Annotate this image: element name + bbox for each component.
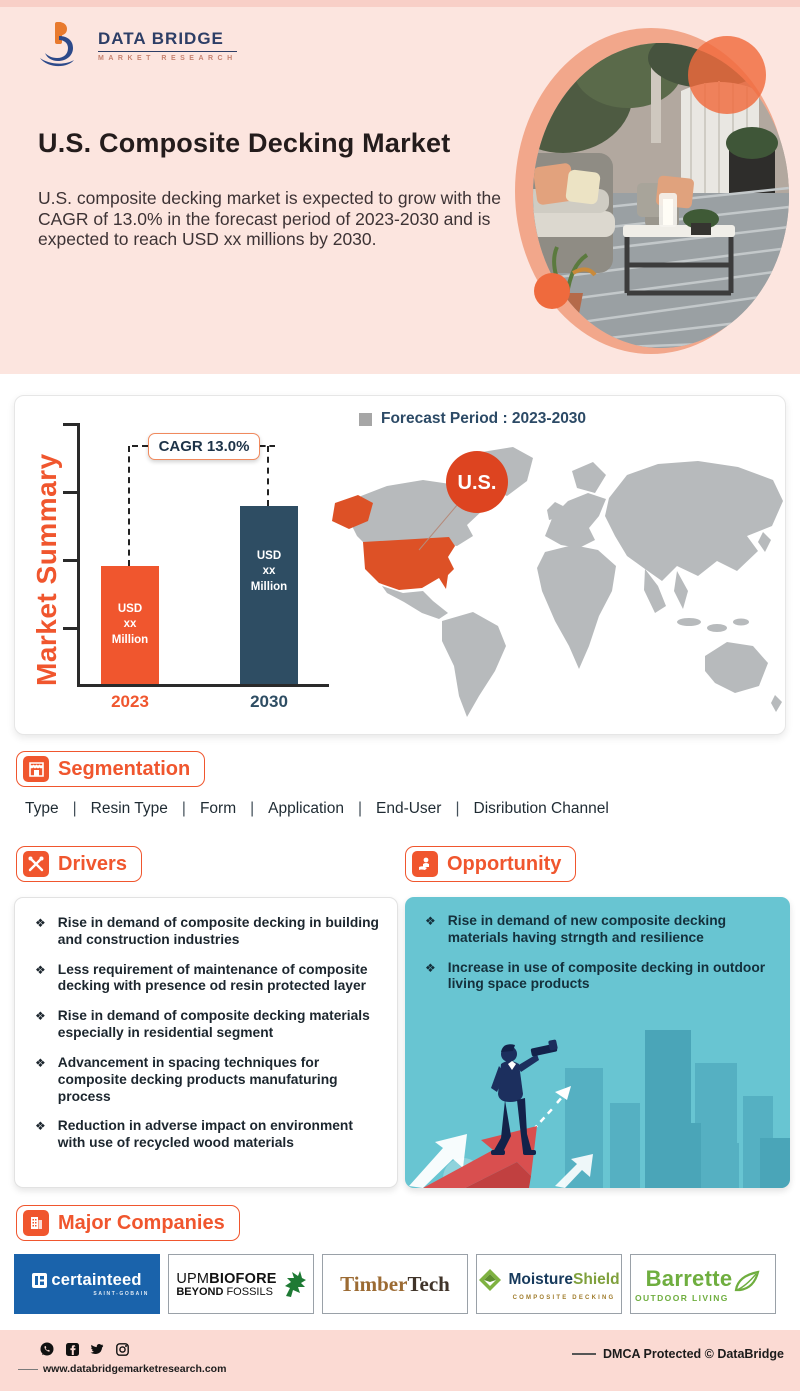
segmentation-items: Type | Resin Type | Form | Application | End… bbox=[25, 800, 623, 818]
x-axis bbox=[77, 684, 329, 687]
opportunity-illustration bbox=[409, 1030, 790, 1188]
dmca-badge[interactable]: DMCA Protected © DataBridge bbox=[572, 1347, 784, 1361]
bar-2023-label-line: Million bbox=[111, 633, 149, 646]
segment-form: Form bbox=[199, 800, 237, 817]
logo-moistureshield: MoistureShield COMPOSITE DECKING bbox=[476, 1254, 622, 1314]
dash-line bbox=[18, 1368, 38, 1370]
building-icon bbox=[23, 1210, 49, 1236]
page-description: U.S. composite decking market is expecte… bbox=[38, 188, 501, 250]
bar-2030-label-line: Million bbox=[250, 580, 288, 593]
bullet-icon: ❖ bbox=[425, 960, 436, 975]
whatsapp-icon[interactable] bbox=[40, 1342, 54, 1356]
website-link[interactable]: www.databridgemarketresearch.com bbox=[18, 1363, 226, 1375]
major-companies-header: Major Companies bbox=[16, 1205, 240, 1241]
cagr-dashed-connector-left bbox=[132, 445, 148, 447]
header-top-strip bbox=[0, 0, 800, 7]
segmentation-title: Segmentation bbox=[58, 757, 191, 780]
logo-barrette: Barrette OUTDOOR LIVING bbox=[630, 1254, 776, 1314]
bullet-icon: ❖ bbox=[35, 916, 46, 930]
barrette-leaf-icon bbox=[735, 1270, 760, 1291]
decor-circle-bottom-left bbox=[534, 273, 570, 309]
decor-circle-top-right bbox=[688, 36, 766, 114]
bar-2023-label-line: USD bbox=[117, 602, 143, 615]
page-title: U.S. Composite Decking Market bbox=[38, 128, 451, 158]
cagr-dashed-line-right bbox=[267, 446, 269, 506]
storefront-icon bbox=[23, 756, 49, 782]
upm-griffin-icon bbox=[284, 1271, 306, 1297]
y-axis-tick bbox=[63, 491, 78, 494]
segmentation-header: Segmentation bbox=[16, 751, 206, 787]
bullet-icon: ❖ bbox=[35, 1055, 46, 1070]
moistureshield-diamond-icon bbox=[479, 1268, 502, 1291]
driver-item: ❖ Rise in demand of composite decking in … bbox=[29, 915, 383, 949]
bullet-icon: ❖ bbox=[425, 914, 436, 928]
segment-end-user: End-User bbox=[376, 800, 442, 817]
bullet-icon: ❖ bbox=[35, 962, 46, 977]
opportunity-header: Opportunity bbox=[405, 846, 577, 882]
logo-upm-biofore: UPMBIOFORE BEYOND FOSSILS bbox=[168, 1254, 314, 1314]
segment-resin-type: Resin Type bbox=[90, 800, 168, 817]
instagram-icon[interactable] bbox=[115, 1342, 129, 1356]
opportunity-panel: ❖ Rise in demand of new composite decking… bbox=[405, 897, 790, 1188]
hand-person-icon bbox=[412, 851, 438, 877]
footer: www.databridgemarketresearch.com DMCA Pr… bbox=[0, 1330, 800, 1391]
segment-application: Application bbox=[268, 800, 344, 817]
twitter-icon[interactable] bbox=[90, 1342, 104, 1356]
y-axis-tick bbox=[63, 423, 78, 426]
y-axis-tick bbox=[63, 627, 78, 630]
opportunity-title: Opportunity bbox=[447, 852, 562, 875]
bar-2030-label-line: xx bbox=[262, 565, 276, 578]
header-banner: DATA BRIDGE MARKET RESEARCH U.S. Composi… bbox=[0, 0, 800, 374]
bar-2030-label-line: USD bbox=[256, 549, 282, 562]
facebook-icon[interactable] bbox=[65, 1342, 79, 1356]
x-label-2023: 2023 bbox=[111, 692, 149, 711]
cagr-dashed-connector-right bbox=[260, 445, 275, 447]
legend-label: Forecast Period : 2023-2030 bbox=[381, 410, 587, 427]
bullet-icon: ❖ bbox=[35, 1009, 46, 1024]
cagr-callout: CAGR 13.0% bbox=[148, 433, 260, 460]
databridge-logo: DATA BRIDGE MARKET RESEARCH bbox=[38, 20, 237, 70]
driver-item: ❖ Rise in demand of composite decking mat… bbox=[29, 1008, 383, 1042]
driver-item: ❖ Less requirement of maintenance of comp… bbox=[29, 962, 383, 996]
world-map: U.S. bbox=[332, 447, 783, 717]
drivers-title: Drivers bbox=[58, 852, 127, 875]
bar-2023-label-line: xx bbox=[123, 618, 137, 631]
tools-icon bbox=[23, 851, 49, 877]
segment-type: Type bbox=[25, 800, 59, 817]
bar-2023: USD xx Million bbox=[101, 566, 159, 684]
bar-2030: USD xx Million bbox=[240, 506, 298, 684]
certainteed-mark bbox=[32, 1273, 48, 1288]
company-logos: certainteed SAINT-GOBAIN UPMBIOFORE BEYO… bbox=[14, 1254, 786, 1314]
chart-side-label: Market Summary bbox=[31, 453, 62, 686]
market-summary-card: Market Summary CAGR 13.0% USD xx Million… bbox=[14, 395, 786, 735]
logo-certainteed: certainteed SAINT-GOBAIN bbox=[14, 1254, 160, 1314]
y-axis-tick bbox=[63, 559, 78, 562]
drivers-panel: ❖ Rise in demand of composite decking in … bbox=[14, 897, 398, 1188]
social-icons bbox=[40, 1342, 129, 1356]
y-axis bbox=[77, 423, 80, 685]
cagr-dashed-line-left bbox=[128, 446, 130, 566]
driver-item: ❖ Reduction in adverse impact on environm… bbox=[29, 1118, 383, 1152]
segment-distribution-channel: Disribution Channel bbox=[473, 800, 609, 817]
drivers-header: Drivers bbox=[16, 846, 142, 882]
us-map-marker: U.S. bbox=[458, 472, 497, 494]
logo-timbertech: TimberTech bbox=[322, 1254, 468, 1314]
bullet-icon: ❖ bbox=[35, 1119, 46, 1134]
major-companies-title: Major Companies bbox=[58, 1211, 225, 1234]
x-label-2030: 2030 bbox=[250, 692, 288, 711]
opportunity-item: ❖ Increase in use of composite decking in… bbox=[419, 960, 776, 994]
databridge-logo-icon bbox=[40, 22, 74, 67]
logo-title: DATA BRIDGE bbox=[98, 29, 237, 52]
opportunity-item: ❖ Rise in demand of new composite decking… bbox=[419, 913, 776, 947]
legend-swatch bbox=[359, 412, 372, 426]
chart-legend: Forecast Period : 2023-2030 bbox=[359, 410, 586, 428]
logo-subtitle: MARKET RESEARCH bbox=[98, 54, 237, 62]
driver-item: ❖ Advancement in spacing techniques for c… bbox=[29, 1055, 383, 1105]
dash-line bbox=[572, 1353, 596, 1355]
